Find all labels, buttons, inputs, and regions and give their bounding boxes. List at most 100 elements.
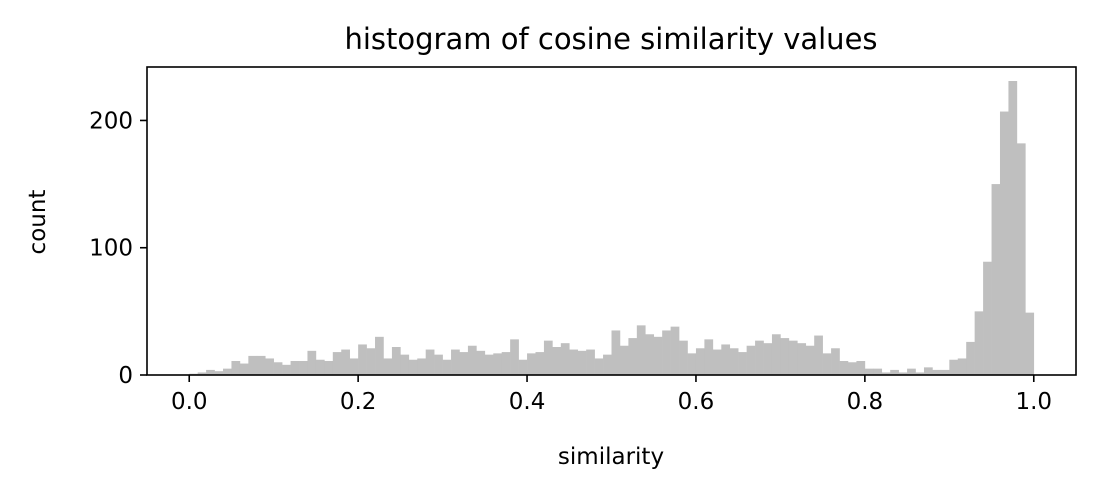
histogram-bar	[282, 364, 291, 375]
histogram-bar	[206, 369, 215, 375]
histogram-bar	[484, 354, 494, 375]
histogram-bar	[527, 353, 536, 375]
histogram-bar	[315, 359, 325, 375]
histogram-bar	[788, 340, 798, 375]
histogram-bar	[552, 347, 562, 375]
histogram-bar	[915, 372, 925, 375]
histogram-bar	[662, 330, 671, 375]
histogram-bar	[940, 369, 950, 375]
x-tick-label: 1.0	[1015, 389, 1052, 415]
histogram-bar	[332, 352, 342, 375]
y-tick-label: 100	[89, 236, 133, 262]
histogram-bar	[248, 355, 258, 375]
histogram-bar	[780, 338, 790, 375]
histogram-bar	[442, 359, 452, 375]
histogram-bar	[721, 344, 731, 375]
histogram-bar	[957, 358, 967, 375]
histogram-bar	[1008, 81, 1018, 375]
histogram-bar	[366, 348, 376, 375]
y-axis-label: count	[25, 190, 51, 255]
histogram-bar	[983, 261, 992, 375]
histogram-bar	[594, 358, 604, 375]
histogram-bar	[560, 343, 570, 375]
histogram-bar	[391, 347, 401, 375]
x-tick-label: 0.8	[847, 389, 884, 415]
histogram-bar	[949, 359, 959, 375]
histogram-bar	[586, 349, 595, 375]
histogram-bar	[265, 358, 274, 375]
histogram-bar	[679, 340, 688, 375]
y-tick-label: 200	[89, 108, 133, 134]
x-axis-label: similarity	[558, 444, 664, 470]
histogram-bar	[239, 363, 249, 375]
histogram-bar	[873, 368, 883, 375]
histogram-bar	[670, 326, 680, 375]
histogram-bar	[307, 350, 317, 375]
histogram-bar	[645, 334, 655, 375]
histogram-bar	[822, 353, 832, 375]
histogram-bar	[1025, 312, 1035, 375]
histogram-bar	[746, 345, 756, 375]
histogram-bar	[476, 350, 486, 375]
histogram-bar	[501, 352, 511, 375]
x-tick-label: 0.6	[678, 389, 715, 415]
histogram-bar	[729, 348, 739, 375]
y-tick-label: 0	[118, 363, 133, 389]
histogram-bar	[932, 369, 942, 375]
x-tick-label: 0.2	[340, 389, 377, 415]
histogram-bar	[898, 372, 908, 375]
bars-layer	[189, 81, 1035, 375]
histogram-bar	[535, 352, 545, 375]
histogram-bar	[400, 354, 410, 375]
histogram-bar	[417, 358, 426, 375]
histogram-bar	[966, 341, 975, 375]
axes-layer: 0.0 0.2 0.4 0.6 0.8 1.0 0 100 200	[89, 66, 1077, 415]
histogram-bar	[847, 362, 857, 375]
histogram-bar	[771, 334, 781, 375]
chart-title: histogram of cosine similarity values	[344, 22, 877, 56]
histogram-bar	[383, 358, 393, 375]
histogram-bar	[797, 343, 807, 375]
histogram-bar	[839, 361, 849, 375]
histogram-bar	[408, 359, 418, 375]
histogram-bar	[619, 345, 629, 375]
histogram-bar	[569, 349, 579, 375]
histogram-bar	[273, 362, 283, 375]
histogram-bar	[687, 353, 697, 375]
histogram-bar	[738, 352, 747, 375]
histogram-bar	[214, 371, 224, 375]
histogram-bar	[881, 372, 891, 375]
histogram-bar	[890, 369, 899, 375]
histogram-bar	[856, 361, 866, 375]
histogram-bar	[805, 345, 815, 375]
histogram-bar	[510, 339, 519, 375]
histogram-bar	[923, 367, 933, 375]
histogram-bar	[231, 361, 241, 375]
histogram-bar	[653, 336, 663, 375]
histogram-bar	[375, 336, 384, 375]
histogram-bar	[451, 349, 460, 375]
histogram-bar	[493, 353, 503, 375]
histogram-bar	[999, 111, 1009, 375]
histogram-bar	[814, 335, 823, 375]
histogram-bar	[256, 355, 266, 375]
histogram-bar	[467, 345, 477, 375]
histogram-bar	[518, 359, 528, 375]
histogram-bar	[358, 344, 367, 375]
histogram-bar	[349, 358, 359, 375]
histogram-bar	[907, 368, 916, 375]
histogram-bar	[290, 361, 300, 375]
histogram-bar	[974, 311, 984, 375]
histogram-bar	[755, 340, 764, 375]
histogram-bar	[831, 348, 840, 375]
histogram-bar	[628, 338, 638, 375]
histogram-bar	[341, 349, 350, 375]
histogram-bar	[425, 349, 435, 375]
histogram-bar	[636, 325, 646, 375]
histogram-bar	[864, 368, 874, 375]
histogram-bar	[577, 350, 587, 375]
histogram-bar	[695, 348, 705, 375]
plot-frame	[146, 66, 1077, 376]
